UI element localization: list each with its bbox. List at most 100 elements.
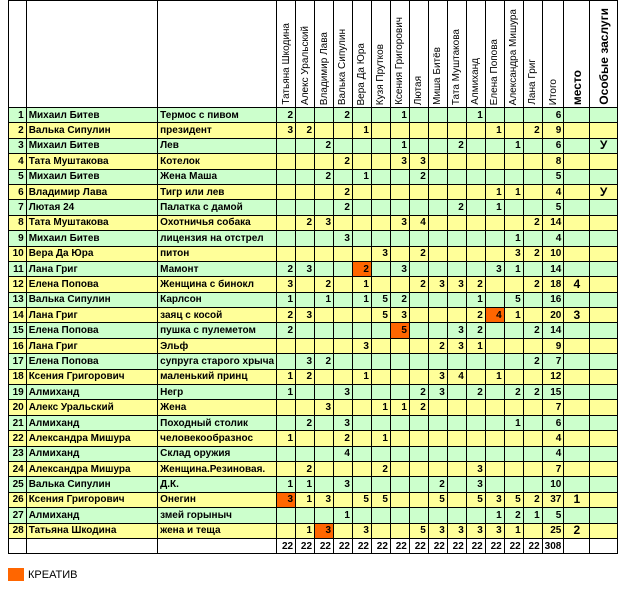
score: 3 xyxy=(446,322,467,339)
score xyxy=(503,445,524,462)
work-title: Негр xyxy=(157,384,278,401)
judge-total: 22 xyxy=(427,537,448,555)
score: 3 xyxy=(389,260,410,278)
blank xyxy=(589,537,618,555)
score xyxy=(389,199,410,216)
score xyxy=(446,183,467,201)
score: 1 xyxy=(351,122,372,139)
score xyxy=(314,368,334,386)
place xyxy=(563,476,591,493)
score xyxy=(314,507,334,524)
score: 5 xyxy=(503,491,524,509)
score: 1 xyxy=(370,430,391,447)
score xyxy=(465,353,486,370)
score xyxy=(408,322,429,339)
row-number: 9 xyxy=(8,230,27,247)
score: 1 xyxy=(276,368,297,386)
score: 2 xyxy=(522,322,543,339)
score xyxy=(276,153,297,170)
score: 2 xyxy=(465,307,486,324)
score xyxy=(295,337,316,355)
score xyxy=(446,460,467,478)
score xyxy=(351,106,372,124)
row-number: 27 xyxy=(8,507,27,524)
row-number: 17 xyxy=(8,353,27,370)
score xyxy=(484,276,505,293)
score xyxy=(314,245,334,262)
score xyxy=(522,445,543,462)
score xyxy=(389,245,410,262)
place xyxy=(563,384,591,401)
special xyxy=(589,384,618,401)
score xyxy=(389,122,410,139)
score: 2 xyxy=(333,199,353,216)
row-total: 4 xyxy=(541,430,565,447)
score: 1 xyxy=(389,106,410,124)
place: 1 xyxy=(563,491,591,509)
score xyxy=(408,183,429,201)
score: 2 xyxy=(522,384,543,401)
score: 5 xyxy=(370,307,391,324)
score: 3 xyxy=(276,491,297,509)
author: Владимир Лава xyxy=(25,183,159,201)
header-blank xyxy=(157,0,278,108)
work-title: Палатка с дамой xyxy=(157,199,278,216)
score xyxy=(351,445,372,462)
score xyxy=(408,307,429,324)
column-header: Валька Сипулин xyxy=(333,0,353,108)
score xyxy=(446,245,467,262)
score: 2 xyxy=(522,353,543,370)
score xyxy=(276,230,297,247)
score xyxy=(427,460,448,478)
row-number: 13 xyxy=(8,291,27,309)
score xyxy=(276,414,297,432)
score xyxy=(351,307,372,324)
score: 3 xyxy=(408,153,429,170)
place xyxy=(563,322,591,339)
score: 3 xyxy=(333,414,353,432)
score xyxy=(295,245,316,262)
score: 2 xyxy=(276,307,297,324)
place xyxy=(563,414,591,432)
score: 2 xyxy=(314,276,334,293)
score xyxy=(276,168,297,185)
score: 5 xyxy=(370,291,391,309)
work-title: питон xyxy=(157,245,278,262)
special xyxy=(589,445,618,462)
place xyxy=(563,291,591,309)
score: 2 xyxy=(465,384,486,401)
special xyxy=(589,214,618,232)
score: 2 xyxy=(314,137,334,155)
score xyxy=(503,276,524,293)
score-row: 17 Елена Попова супруга старого хрыча 3 2 2 7 xyxy=(8,353,618,370)
score: 3 xyxy=(446,276,467,293)
score: 2 xyxy=(295,368,316,386)
score xyxy=(446,168,467,185)
row-number: 4 xyxy=(8,153,27,170)
score xyxy=(446,476,467,493)
row-total: 18 xyxy=(541,276,565,293)
score xyxy=(333,353,353,370)
score xyxy=(408,230,429,247)
score xyxy=(351,199,372,216)
score xyxy=(389,522,410,539)
score xyxy=(351,384,372,401)
place: 3 xyxy=(563,307,591,324)
blank xyxy=(563,537,591,555)
score: 2 xyxy=(333,153,353,170)
place xyxy=(563,368,591,386)
column-header: Кузя Прутков xyxy=(370,0,391,108)
score xyxy=(370,214,391,232)
score xyxy=(370,384,391,401)
score: 1 xyxy=(503,137,524,155)
special xyxy=(589,106,618,124)
place xyxy=(563,153,591,170)
score: 3 xyxy=(465,522,486,539)
score-table: Татьяна Шкодина Алекс Уральский Владимир Л… xyxy=(8,0,618,555)
place xyxy=(563,122,591,139)
row-number: 24 xyxy=(8,460,27,478)
row-total: 5 xyxy=(541,168,565,185)
score xyxy=(446,507,467,524)
score xyxy=(503,399,524,416)
column-header: Миша Битёв xyxy=(427,0,448,108)
